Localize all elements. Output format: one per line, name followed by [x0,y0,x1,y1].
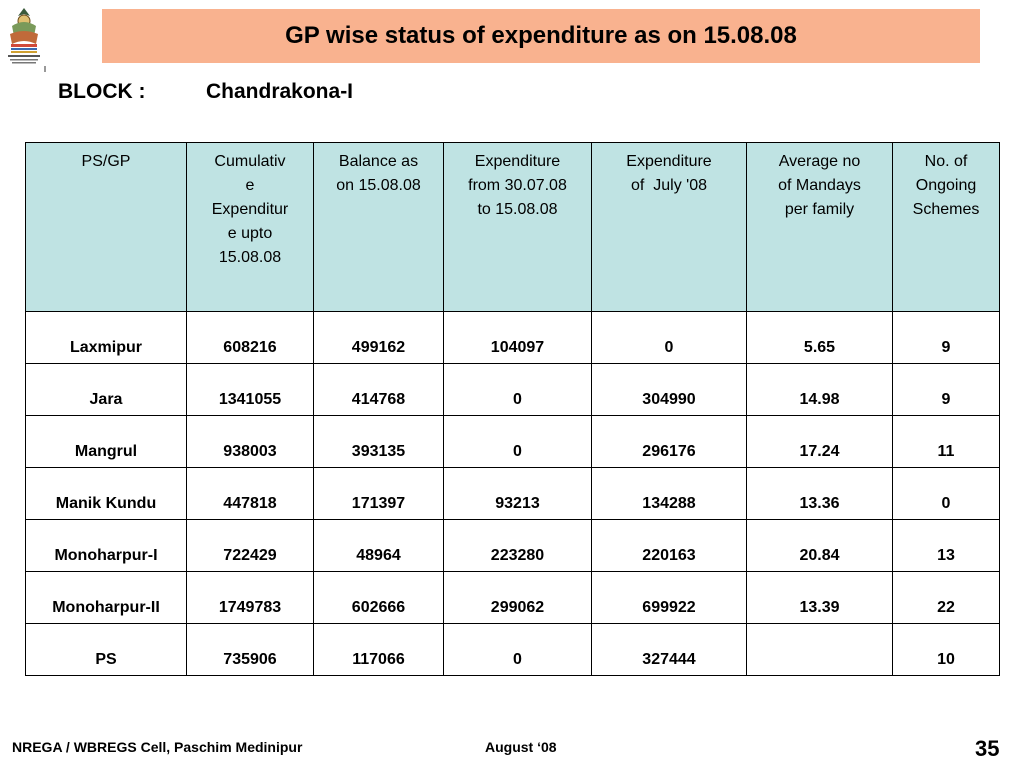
cell-expenditure-period: 0 [443,363,592,416]
cell-ongoing-schemes: 10 [892,623,1000,676]
cell-ongoing-schemes: 13 [892,519,1000,572]
block-value: Chandrakona-I [206,80,354,103]
table-header-row: PS/GP Cumulativ e Expenditur e upto 15.08.08… [25,142,1000,312]
cell-balance: 499162 [313,311,444,364]
cell-balance: 393135 [313,415,444,468]
header-average-mandays: Average no of Mandays per family [746,142,893,312]
cell-cumulative: 1749783 [186,571,314,624]
table-row: Monoharpur-I 722429 48964 223280 220163 … [25,519,1000,572]
cell-average-mandays [746,623,893,676]
cell-balance: 602666 [313,571,444,624]
cell-cumulative: 938003 [186,415,314,468]
table-row: Manik Kundu 447818 171397 93213 134288 1… [25,467,1000,520]
table-row: Laxmipur 608216 499162 104097 0 5.65 9 [25,311,1000,364]
cell-gp-name: Laxmipur [25,311,187,364]
cell-cumulative: 735906 [186,623,314,676]
expenditure-table: PS/GP Cumulativ e Expenditur e upto 15.08.08… [25,142,1000,676]
cell-expenditure-july: 327444 [591,623,747,676]
cell-expenditure-july: 134288 [591,467,747,520]
cell-cumulative: 608216 [186,311,314,364]
cell-ongoing-schemes: 0 [892,467,1000,520]
header-ps-gp: PS/GP [25,142,187,312]
cell-ongoing-schemes: 9 [892,363,1000,416]
cell-expenditure-july: 220163 [591,519,747,572]
table-row: Mangrul 938003 393135 0 296176 17.24 11 [25,415,1000,468]
cell-gp-name: Jara [25,363,187,416]
cell-expenditure-july: 699922 [591,571,747,624]
nrega-emblem-icon [2,4,46,70]
cell-expenditure-july: 304990 [591,363,747,416]
cell-expenditure-period: 0 [443,415,592,468]
cell-average-mandays: 14.98 [746,363,893,416]
cell-average-mandays: 20.84 [746,519,893,572]
cell-ongoing-schemes: 22 [892,571,1000,624]
table-row: PS 735906 117066 0 327444 10 [25,623,1000,676]
cell-gp-name: Monoharpur-II [25,571,187,624]
header-expenditure-period: Expenditure from 30.07.08 to 15.08.08 [443,142,592,312]
header-expenditure-july: Expenditure of July '08 [591,142,747,312]
cell-balance: 48964 [313,519,444,572]
cell-cumulative: 1341055 [186,363,314,416]
header-balance: Balance as on 15.08.08 [313,142,444,312]
table-row: Monoharpur-II 1749783 602666 299062 6999… [25,571,1000,624]
cell-average-mandays: 17.24 [746,415,893,468]
cell-expenditure-july: 0 [591,311,747,364]
header-cumulative-expenditure: Cumulativ e Expenditur e upto 15.08.08 [186,142,314,312]
cell-balance: 117066 [313,623,444,676]
cell-expenditure-period: 223280 [443,519,592,572]
cell-cumulative: 447818 [186,467,314,520]
logo-divider [44,66,46,72]
header-ongoing-schemes: No. of Ongoing Schemes [892,142,1000,312]
cell-ongoing-schemes: 9 [892,311,1000,364]
table-row: Jara 1341055 414768 0 304990 14.98 9 [25,363,1000,416]
cell-gp-name: Monoharpur-I [25,519,187,572]
cell-expenditure-period: 93213 [443,467,592,520]
cell-gp-name: PS [25,623,187,676]
cell-average-mandays: 13.39 [746,571,893,624]
cell-ongoing-schemes: 11 [892,415,1000,468]
page-number: 35 [975,736,1000,761]
block-line: BLOCK : Chandrakona-I [58,80,353,104]
block-label: BLOCK : [58,80,146,103]
cell-expenditure-period: 299062 [443,571,592,624]
cell-gp-name: Mangrul [25,415,187,468]
cell-cumulative: 722429 [186,519,314,572]
cell-expenditure-period: 0 [443,623,592,676]
cell-expenditure-period: 104097 [443,311,592,364]
cell-gp-name: Manik Kundu [25,467,187,520]
cell-average-mandays: 13.36 [746,467,893,520]
title-banner: GP wise status of expenditure as on 15.0… [102,9,980,63]
cell-expenditure-july: 296176 [591,415,747,468]
page-title: GP wise status of expenditure as on 15.0… [285,22,797,49]
footer-organization: NREGA / WBREGS Cell, Paschim Medinipur [12,739,303,755]
cell-average-mandays: 5.65 [746,311,893,364]
footer-date: August ‘08 [485,739,557,755]
cell-balance: 171397 [313,467,444,520]
cell-balance: 414768 [313,363,444,416]
